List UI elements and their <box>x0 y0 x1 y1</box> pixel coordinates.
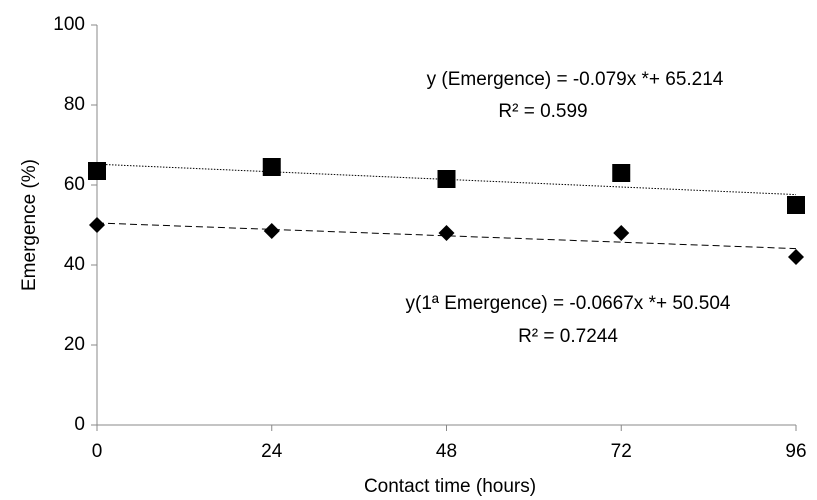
x-axis-label: Contact time (hours) <box>364 476 536 497</box>
annotation: R² = 0.599 <box>498 101 587 122</box>
diamond-marker <box>613 225 630 241</box>
diamond-marker <box>263 223 280 239</box>
x-tick-label: 72 <box>611 441 632 462</box>
y-axis-label: Emergence (%) <box>19 159 40 291</box>
annotation: y(1ª Emergence) = -0.0667x *+ 50.504 <box>406 293 731 314</box>
diamond-marker <box>438 225 455 241</box>
square-marker <box>88 162 106 180</box>
diamond-marker <box>89 217 105 233</box>
trendline <box>96 163 797 196</box>
annotation: y (Emergence) = -0.079x *+ 65.214 <box>427 69 724 90</box>
y-tick-label: 0 <box>74 414 85 435</box>
y-tick-label: 40 <box>64 254 85 275</box>
trendline <box>96 222 797 250</box>
y-tick-label: 20 <box>64 334 85 355</box>
y-tick-label: 100 <box>53 14 85 35</box>
x-tick-label: 48 <box>436 441 457 462</box>
x-tick-label: 0 <box>92 441 103 462</box>
x-tick-label: 96 <box>785 441 806 462</box>
square-marker <box>787 196 805 214</box>
diamond-marker <box>788 249 804 265</box>
y-tick-label: 80 <box>64 94 85 115</box>
y-tick-label: 60 <box>64 174 85 195</box>
square-marker <box>437 170 456 188</box>
square-marker <box>612 164 631 182</box>
annotation: R² = 0.7244 <box>518 326 618 347</box>
square-marker <box>262 158 281 176</box>
x-tick-label: 24 <box>261 441 283 462</box>
